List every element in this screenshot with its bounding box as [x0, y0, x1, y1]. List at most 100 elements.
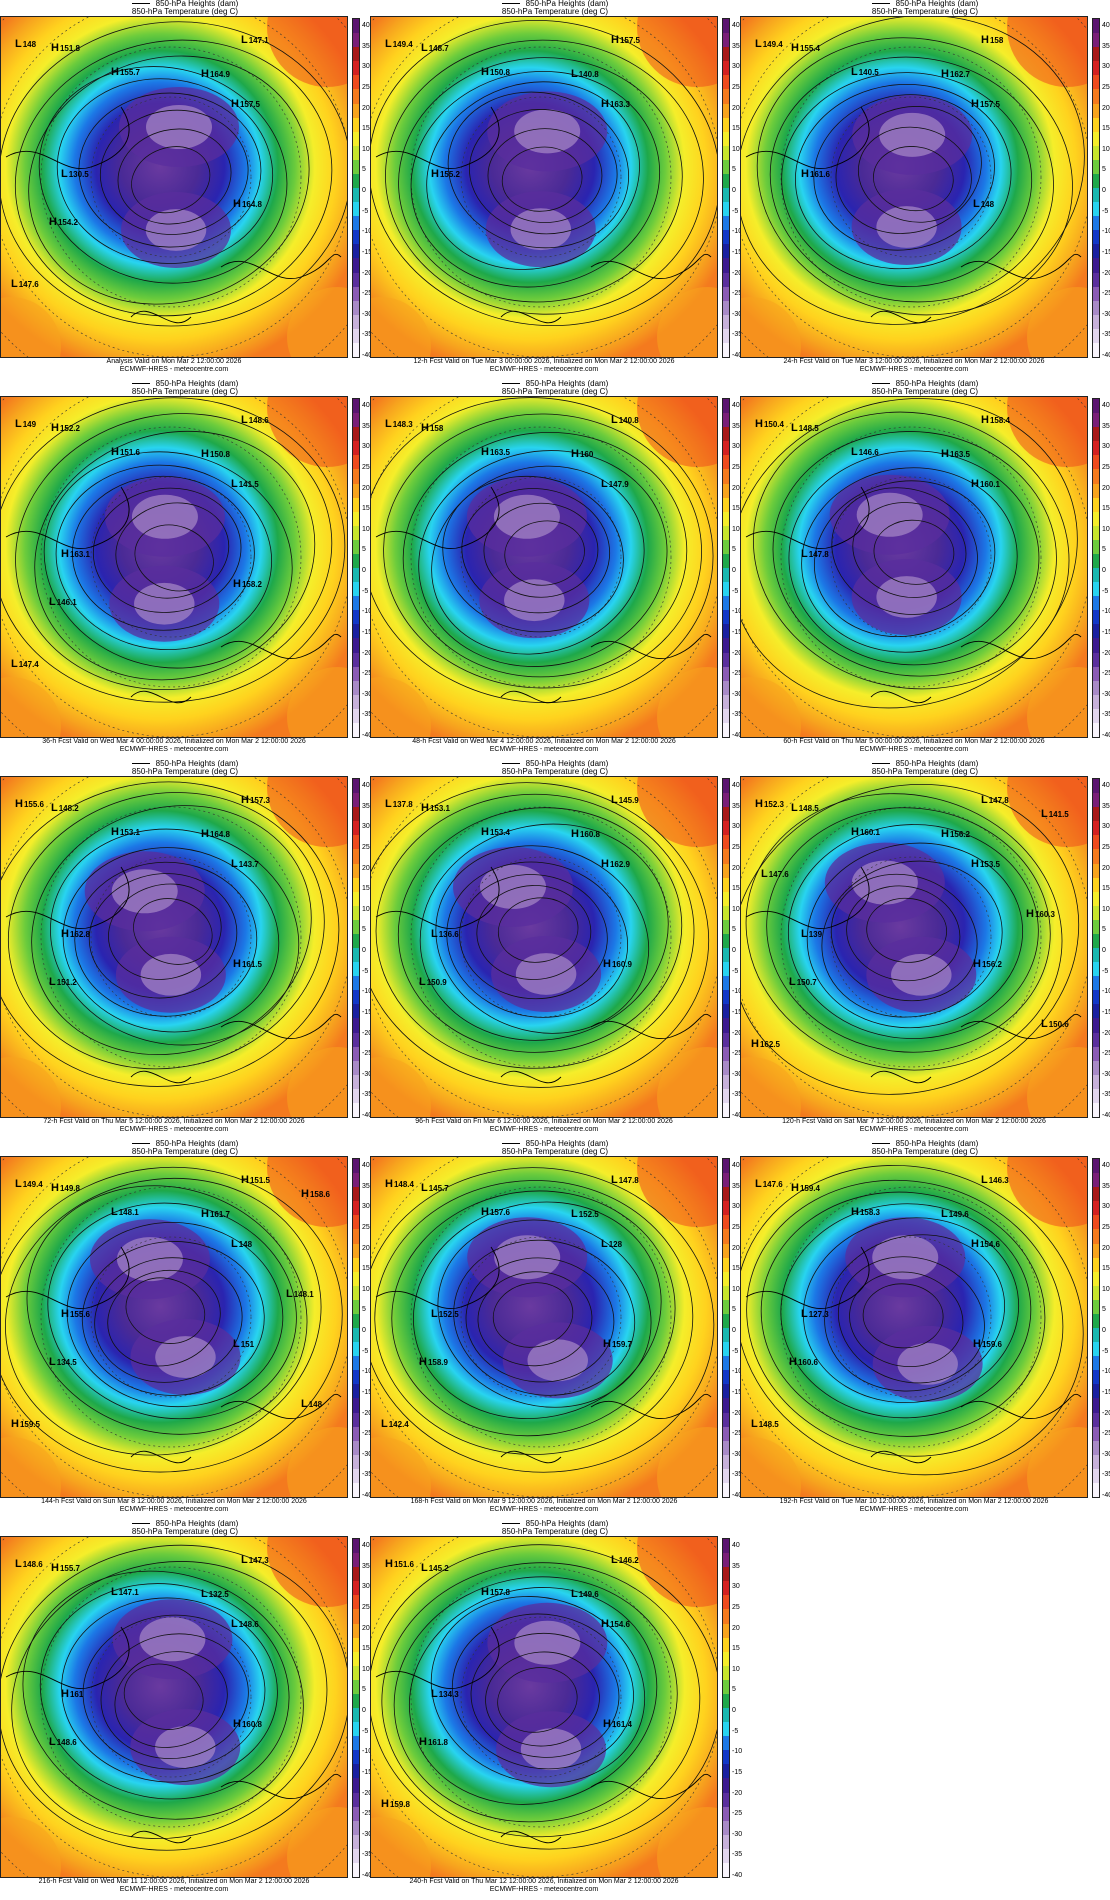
- heights-legend: 850-hPa Heights (dam): [0, 0, 370, 8]
- colorbar-tick-label: -25: [362, 670, 373, 678]
- colorbar-tick-label: 25: [362, 1603, 370, 1611]
- colorbar-swatch: [353, 624, 359, 639]
- colorbar-tick-label: -30: [1102, 310, 1110, 318]
- colorbar-tick-label: -15: [732, 1768, 743, 1776]
- colorbar-tick-label: 0: [1102, 567, 1106, 574]
- colorbar-tick-label: -40: [362, 1492, 373, 1499]
- colorbar-swatch: [723, 1820, 729, 1836]
- colorbar-tick-label: -25: [362, 1050, 373, 1058]
- colorbar-swatch: [723, 483, 729, 499]
- model-credit: ECMWF-HRES - meteocentre.com: [119, 1126, 229, 1133]
- temperature-map: L149.4 H155.4 H158 L140.5 H162.7 H157.5 H161.6…: [741, 17, 1087, 357]
- colorbar-tick-label: -15: [732, 248, 743, 256]
- colorbar-swatch: [1093, 1257, 1099, 1273]
- colorbar-tick-label: -40: [362, 1112, 373, 1119]
- forecast-panel: 850-hPa Heights (dam) 850-hPa Temperature…: [740, 380, 1110, 760]
- colorbar-swatch: [353, 47, 359, 62]
- colorbar-tick-label: 25: [1102, 1223, 1110, 1231]
- high-pressure-label: H160.3: [1026, 908, 1056, 920]
- model-credit: ECMWF-HRES - meteocentre.com: [859, 366, 969, 373]
- colorbar-tick-label: -40: [732, 1872, 743, 1879]
- colorbar-tick-label: -15: [732, 1008, 743, 1016]
- colorbar-swatch: [723, 1032, 729, 1048]
- temperature-map: L149 H152.2 L148.6 H151.6 H150.8 L141.5 H163.1…: [1, 397, 347, 737]
- high-pressure-label: H163.5: [481, 446, 511, 458]
- low-pressure-label: L148.6: [241, 414, 269, 426]
- colorbar-swatch: [723, 202, 729, 217]
- colorbar-swatch: [723, 61, 729, 76]
- colorbar-tick-label: 15: [732, 1645, 740, 1653]
- colorbar-tick-label: 15: [1102, 1265, 1110, 1273]
- high-pressure-label: H160.1: [851, 826, 881, 838]
- colorbar-swatch: [723, 131, 729, 147]
- valid-time-label: 192-h Fcst Valid on Tue Mar 10 12:00:00 …: [779, 1498, 1049, 1505]
- colorbar-tick-label: 40: [1102, 1162, 1110, 1169]
- colorbar-swatch: [353, 483, 359, 499]
- colorbar-tick-label: -35: [362, 711, 373, 719]
- high-pressure-label: H156.2: [941, 828, 971, 840]
- colorbar-tick-label: -15: [732, 1388, 743, 1396]
- high-pressure-label: H150.8: [481, 66, 511, 78]
- colorbar-tick-label: -30: [362, 1450, 373, 1458]
- colorbar-swatch: [723, 1004, 729, 1019]
- colorbar-tick-label: 30: [362, 823, 370, 831]
- high-pressure-label: H153.5: [971, 858, 1001, 870]
- coastline: [375, 1626, 712, 1844]
- colorbar-tick-label: -25: [1102, 290, 1110, 298]
- colorbar-swatch: [723, 1708, 729, 1723]
- colorbar-swatch: [353, 948, 359, 963]
- valid-time-label: 144-h Fcst Valid on Sun Mar 8 12:00:00 2…: [41, 1498, 307, 1505]
- high-pressure-label: H155.7: [51, 1562, 81, 1574]
- colorbar-swatch: [353, 1567, 359, 1582]
- temperature-colorbar: [722, 398, 730, 738]
- forecast-panel: 850-hPa Heights (dam) 850-hPa Temperature…: [740, 0, 1110, 380]
- colorbar-swatch: [353, 75, 359, 90]
- colorbar-tick-label: -20: [362, 269, 373, 277]
- valid-time-label: Analysis Valid on Mon Mar 2 12:00:00 202…: [106, 358, 242, 365]
- colorbar-tick-label: -15: [1102, 248, 1110, 256]
- temperature-legend: 850-hPa Temperature (deg C): [871, 1148, 979, 1156]
- colorbar-tick-label: 35: [732, 1562, 740, 1570]
- colorbar-swatch: [723, 258, 729, 273]
- colorbar-swatch: [353, 596, 359, 611]
- valid-time-label: 72-h Fcst Valid on Thu Mar 5 12:00:00 20…: [43, 1118, 305, 1125]
- colorbar-tick-label: -35: [732, 1471, 743, 1479]
- colorbar-swatch: [353, 1722, 359, 1737]
- high-pressure-label: H151.5: [241, 1174, 271, 1186]
- map-frame: H152.3 L148.5 L147.8 H160.1 H156.2 H153.5 L139…: [740, 776, 1088, 1118]
- low-pressure-label: L151.2: [49, 976, 77, 988]
- colorbar-tick-label: 35: [1102, 42, 1110, 50]
- high-pressure-label: H161: [61, 1688, 84, 1700]
- colorbar-swatch: [723, 582, 729, 597]
- colorbar-swatch: [723, 19, 729, 34]
- colorbar-tick-label: -30: [362, 1830, 373, 1838]
- map-frame: H148.4 L145.7 L147.8 H157.6 L152.5 L128 L152.5…: [370, 1156, 718, 1498]
- heights-legend: 850-hPa Heights (dam): [370, 760, 740, 768]
- colorbar-swatch: [353, 652, 359, 668]
- colorbar-swatch: [723, 47, 729, 62]
- colorbar-swatch: [1093, 1299, 1099, 1315]
- colorbar-swatch: [723, 1328, 729, 1343]
- colorbar-tick-label: 25: [732, 1603, 740, 1611]
- colorbar-swatch: [723, 272, 729, 288]
- temperature-legend: 850-hPa Temperature (deg C): [871, 388, 979, 396]
- low-pressure-label: L140.5: [851, 66, 879, 78]
- colorbar-tick-label: 0: [362, 947, 366, 954]
- temperature-map: L149.4 H149.8 H151.5 L148.1 H161.7 L148 H155.6…: [1, 1157, 347, 1497]
- colorbar-swatch: [1093, 1088, 1099, 1104]
- colorbar-tick-label: 30: [1102, 1203, 1110, 1211]
- colorbar-tick-label: 30: [732, 823, 740, 831]
- colorbar-swatch: [723, 1665, 729, 1681]
- low-pressure-label: L147.8: [611, 1174, 639, 1186]
- colorbar-tick-label: 20: [732, 1624, 740, 1632]
- high-pressure-label: H151.8: [51, 42, 81, 54]
- low-pressure-label: L151: [233, 1338, 255, 1350]
- colorbar-tick-label: -20: [732, 649, 743, 657]
- high-pressure-label: H153.4: [481, 826, 511, 838]
- colorbar-swatch: [1093, 1384, 1099, 1399]
- colorbar-swatch: [723, 568, 729, 583]
- colorbar-tick-label: 30: [362, 1583, 370, 1591]
- colorbar-swatch: [353, 1398, 359, 1413]
- colorbar-swatch: [353, 779, 359, 794]
- high-pressure-label: H153.1: [111, 826, 141, 838]
